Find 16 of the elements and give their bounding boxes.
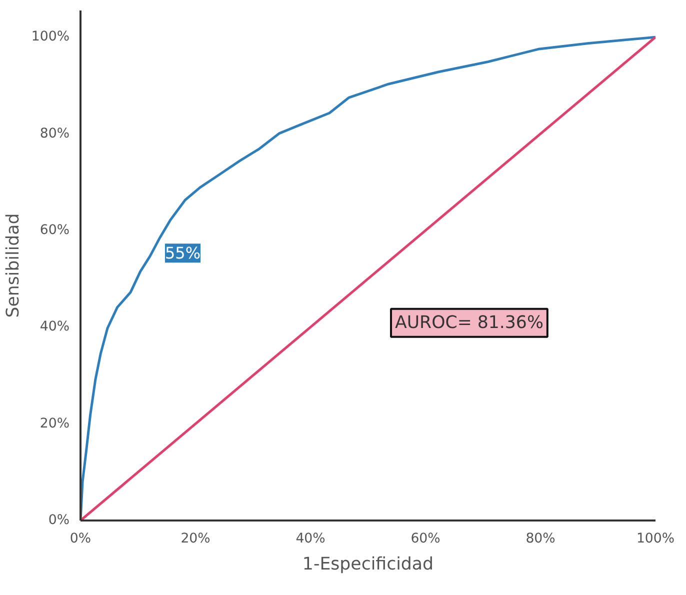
y-tick-label: 40% bbox=[40, 320, 70, 335]
y-axis-title: Sensibilidad bbox=[3, 213, 24, 318]
y-tick-label: 100% bbox=[31, 30, 70, 45]
x-tick-label: 80% bbox=[526, 532, 556, 546]
annotation: AUROC= 81.36% bbox=[395, 312, 544, 333]
x-tick-label: 40% bbox=[296, 532, 326, 546]
y-tick-label: 20% bbox=[40, 416, 70, 432]
y-tick-label: 80% bbox=[40, 126, 70, 142]
x-axis-title: 1-Especificidad bbox=[302, 554, 434, 574]
x-tick-label: 60% bbox=[410, 532, 440, 546]
y-tick-label: 60% bbox=[40, 222, 70, 238]
annotation: 55% bbox=[164, 244, 201, 263]
x-tick-label: 100% bbox=[636, 532, 675, 546]
y-tick-label: 0% bbox=[48, 513, 70, 528]
x-tick-label: 0% bbox=[70, 532, 92, 546]
x-tick-label: 20% bbox=[180, 532, 210, 546]
